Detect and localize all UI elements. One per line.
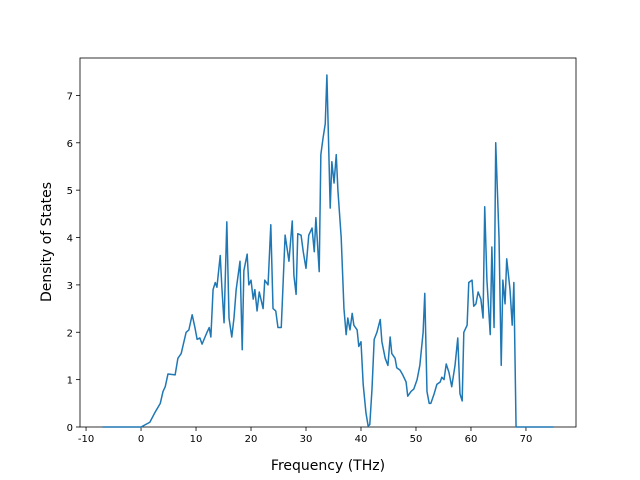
y-axis-label: Density of States — [39, 182, 55, 302]
y-tick-label: 1 — [67, 376, 73, 387]
y-tick-label: 7 — [67, 91, 73, 102]
y-tick-label: 5 — [67, 186, 73, 197]
x-tick-label: 50 — [410, 434, 423, 445]
x-tick-label: 30 — [300, 434, 313, 445]
y-tick-label: 2 — [67, 328, 73, 339]
y-tick-label: 3 — [67, 281, 73, 292]
y-tick-label: 0 — [67, 423, 73, 434]
x-tick-label: 70 — [520, 434, 533, 445]
x-tick-label: 0 — [138, 434, 144, 445]
y-tick-label: 4 — [67, 234, 73, 245]
x-tick-label: 60 — [465, 434, 478, 445]
x-axis-label: Frequency (THz) — [271, 458, 385, 474]
y-tick-label: 6 — [67, 139, 73, 150]
dos-line — [102, 74, 554, 428]
axes-frame — [79, 57, 577, 428]
x-tick-label: 40 — [355, 434, 368, 445]
x-tick-label: -10 — [78, 434, 94, 445]
x-tick-label: 10 — [190, 434, 203, 445]
x-tick-label: 20 — [245, 434, 258, 445]
